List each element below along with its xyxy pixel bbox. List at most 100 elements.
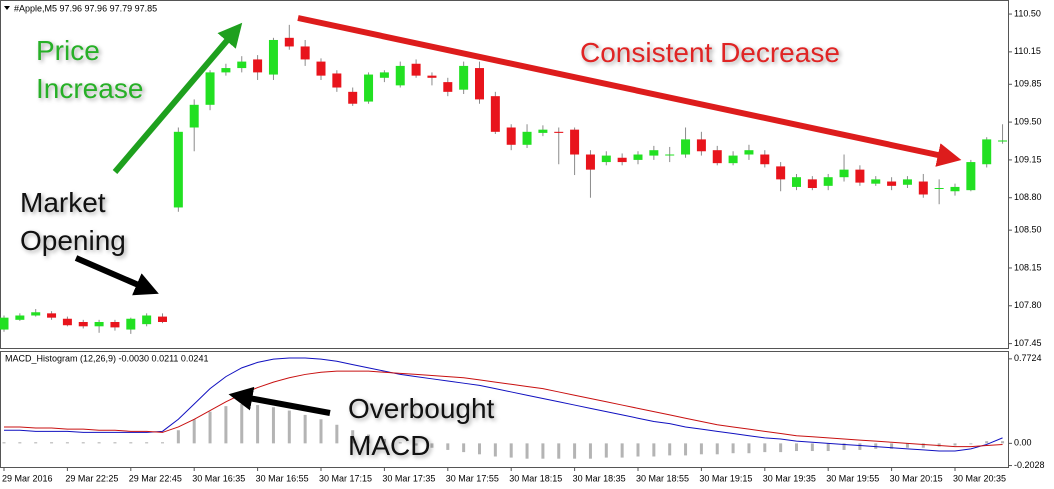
histogram-bar [668, 443, 672, 456]
histogram-bar [493, 443, 497, 457]
histogram-bar [430, 443, 434, 448]
histogram-bar [2, 442, 6, 444]
candle-body [918, 181, 928, 195]
annotation: Market Opening [20, 187, 126, 256]
y-tick-label: 107.80 [1014, 300, 1042, 310]
candle-body [47, 313, 57, 318]
y-tick-label: 109.85 [1014, 79, 1042, 89]
candle-body [142, 315, 152, 325]
histogram-bar [509, 443, 513, 458]
candle-body [522, 131, 532, 145]
candle-body [855, 169, 865, 183]
y-tick-label: 110.15 [1014, 46, 1041, 56]
histogram-bar [50, 442, 54, 444]
histogram-bar [145, 442, 149, 444]
annotation-line: Market [20, 187, 106, 218]
candle-body [633, 154, 643, 160]
histogram-bar [810, 443, 814, 452]
histogram-bar [985, 441, 989, 444]
histogram-bar [446, 443, 450, 450]
histogram-bar [826, 443, 830, 452]
candle-body [221, 68, 231, 73]
histogram-bar [779, 443, 783, 453]
macd-panel [0, 351, 1009, 468]
candle-body [379, 72, 389, 78]
candle-body [649, 150, 659, 156]
histogram-bar [1001, 441, 1005, 444]
histogram-bar [905, 443, 909, 448]
histogram-bar [747, 443, 751, 454]
histogram-bar [18, 442, 22, 444]
histogram-bar [287, 410, 291, 444]
candle-body [601, 155, 611, 163]
histogram-bar [256, 405, 260, 444]
candle-body [205, 72, 215, 105]
candle-body [253, 59, 263, 73]
histogram-bar [715, 443, 719, 455]
candle-body [15, 315, 25, 320]
histogram-bar [208, 411, 212, 444]
candle-body [570, 129, 580, 155]
histogram-bar [351, 430, 355, 444]
candle-body [823, 177, 833, 186]
y-tick-label: 108.80 [1014, 192, 1042, 202]
histogram-bar [335, 424, 339, 444]
histogram-bar [731, 443, 735, 454]
candle-body [237, 61, 247, 69]
candle-body [887, 181, 897, 186]
candle-body [728, 155, 738, 164]
x-tick-label: 30 Mar 20:15 [890, 473, 943, 483]
histogram-bar [842, 443, 846, 450]
histogram-bar [414, 443, 418, 446]
candle-body [950, 186, 960, 192]
x-tick-label: 30 Mar 18:35 [573, 473, 626, 483]
histogram-bar [573, 443, 577, 459]
arrow-opening [74, 255, 159, 296]
candle-body [934, 188, 944, 190]
annotation: Consistent Decrease [580, 37, 840, 68]
candle-body [966, 162, 976, 191]
x-tick-label: 30 Mar 18:15 [509, 473, 562, 483]
histogram-bar [937, 443, 941, 447]
candle-body [332, 73, 342, 88]
histogram-bar [398, 442, 402, 444]
histogram-bar [478, 443, 481, 455]
histogram-bar [161, 442, 164, 444]
histogram-bar [620, 443, 624, 458]
histogram-bar [763, 443, 767, 453]
annotation: Price Increase [36, 35, 143, 104]
annotation-line: Opening [20, 225, 126, 256]
macd-line [4, 357, 1003, 452]
x-tick-label: 30 Mar 17:55 [446, 473, 499, 483]
candle-body [158, 316, 167, 322]
candle-body [94, 321, 104, 327]
candle-body [427, 75, 437, 78]
y-tick-label: 0.7724 [1014, 353, 1042, 363]
histogram-bar [557, 443, 561, 459]
annotation-line: Increase [36, 73, 143, 104]
annotation: Overbought MACD [348, 393, 502, 461]
candle-body [0, 317, 9, 330]
candle-body [998, 140, 1008, 142]
candle-body [538, 129, 548, 133]
candle-body [776, 166, 786, 180]
macd-line [4, 370, 1003, 448]
histogram-bar [462, 443, 466, 453]
histogram-bar [795, 443, 798, 452]
x-tick-label: 29 Mar 22:45 [129, 473, 182, 483]
candle-body [62, 318, 72, 326]
histogram-bar [192, 419, 196, 444]
histogram-bar [65, 442, 69, 444]
candle-body [284, 37, 294, 47]
candle-body [268, 39, 278, 75]
x-tick-label: 30 Mar 19:15 [699, 473, 752, 483]
histogram-bar [921, 443, 925, 448]
histogram-bar [890, 443, 894, 449]
candle-body [189, 104, 199, 128]
histogram-bar [652, 443, 656, 457]
histogram-bar [81, 442, 85, 444]
histogram-bar [319, 419, 323, 444]
candle-body [665, 154, 675, 156]
macd-title: MACD_Histogram (12,26,9) -0.0030 0.0211 … [5, 353, 208, 363]
histogram-bar [636, 443, 640, 457]
